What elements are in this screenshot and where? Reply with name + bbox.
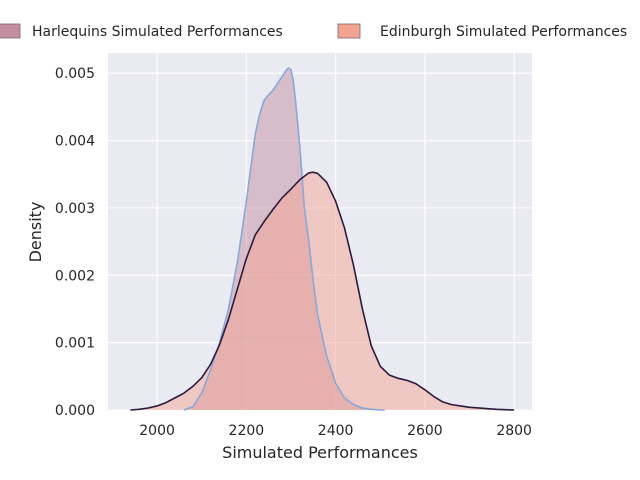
y-axis-ticks: 0.000 0.001 0.002 0.003 0.004 0.005 — [55, 66, 95, 419]
legend-label-harlequins: Harlequins Simulated Performances — [32, 24, 283, 40]
y-tick-label: 0.001 — [55, 336, 95, 352]
y-tick-label: 0.004 — [55, 134, 95, 150]
legend-swatch-harlequins — [0, 23, 21, 39]
y-tick-label: 0.003 — [55, 201, 95, 217]
x-axis-label: Simulated Performances — [222, 443, 418, 462]
legend-label-edinburgh: Edinburgh Simulated Performances — [380, 24, 627, 40]
x-tick-label: 2200 — [229, 423, 265, 439]
y-tick-label: 0.005 — [55, 66, 95, 82]
legend-item-edinburgh: Edinburgh Simulated Performances — [337, 23, 627, 40]
density-area-edinburgh — [130, 172, 515, 410]
legend: Harlequins Simulated Performances Edinbu… — [0, 23, 627, 40]
density-line-harlequins — [183, 67, 385, 411]
density-line-edinburgh — [130, 171, 515, 411]
y-tick-label: 0.000 — [55, 403, 95, 419]
x-tick-label: 2400 — [318, 423, 354, 439]
legend-swatch-edinburgh — [337, 23, 361, 39]
x-tick-label: 2000 — [139, 423, 175, 439]
x-tick-label: 2800 — [496, 423, 532, 439]
x-axis-ticks: 2000 2200 2400 2600 2800 — [139, 423, 532, 439]
x-tick-label: 2600 — [407, 423, 443, 439]
y-axis-label: Density — [26, 202, 45, 263]
series-layer — [130, 67, 515, 411]
legend-item-harlequins: Harlequins Simulated Performances — [0, 23, 283, 40]
y-tick-label: 0.002 — [55, 268, 95, 284]
